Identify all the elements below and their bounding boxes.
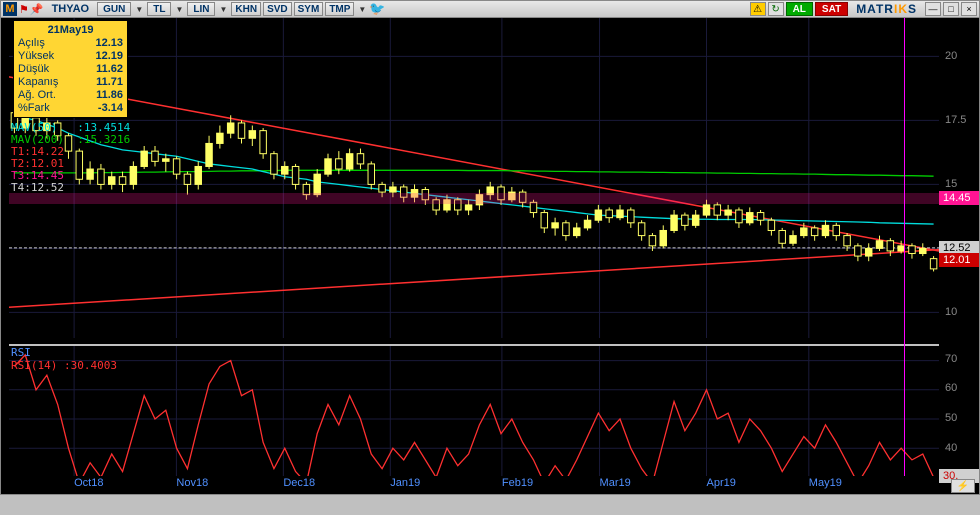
x-axis-label: May19 [809, 477, 842, 489]
rsi-value-label: RSI(14) :30.4003 [11, 359, 117, 372]
y-axis-label: 40 [945, 442, 957, 454]
y-axis-label: 10 [945, 306, 957, 318]
dropdown-arrow-icon[interactable]: ▼ [133, 5, 145, 14]
y-axis-label: 20 [945, 50, 957, 62]
x-axis-label: Dec18 [283, 477, 315, 489]
indicator-line: T4:12.52 [11, 182, 130, 194]
y-axis-label: 17.5 [945, 114, 966, 126]
toolbar-btn-svd[interactable]: SVD [263, 2, 292, 16]
price-y-axis: 1012.51517.52014.4512.5212.01 [939, 18, 979, 338]
y-axis-label: 50 [945, 412, 957, 424]
minimize-button[interactable]: — [925, 2, 941, 16]
toolbar-btn-khn[interactable]: KHN [231, 2, 261, 16]
x-axis-label: Mar19 [600, 477, 631, 489]
close-button[interactable]: × [961, 2, 977, 16]
data-row: %Fark-3.14 [18, 102, 123, 115]
chart-settings-icon[interactable]: ⚡ [951, 479, 975, 493]
toolbar-btn-sym[interactable]: SYM [294, 2, 324, 16]
price-marker: 14.45 [939, 191, 979, 205]
crosshair-vertical [904, 18, 905, 476]
app-icon: M [3, 2, 17, 16]
refresh-icon[interactable]: ↻ [768, 2, 784, 16]
toolbar: M ⚑ 📌 THYAO GUN▼TL▼LIN▼KHNSVDSYMTMP ▼ 🐦 … [0, 0, 980, 18]
price-marker: 12.01 [939, 253, 979, 267]
x-axis: Oct18 Nov18 Dec18 Jan19 Feb19 Mar19 Apr19 May19 [9, 476, 939, 494]
price-band [9, 193, 939, 205]
indicator-labels: MAV(50) :13.4514MAV(200) :15.3216T1:14.2… [11, 122, 130, 194]
data-row: Açılış12.13 [18, 37, 123, 50]
chart-container: 21May19 Açılış12.13Yüksek12.19Düşük11.62… [0, 18, 980, 495]
data-row: Ağ. Ort.11.86 [18, 89, 123, 102]
ticker-symbol: THYAO [46, 3, 96, 15]
price-chart[interactable]: 21May19 Açılış12.13Yüksek12.19Düşük11.62… [9, 18, 939, 338]
x-axis-label: Oct18 [74, 477, 103, 489]
alert-icon[interactable]: ⚠ [750, 2, 766, 16]
rsi-chart[interactable]: RSI RSI(14) :30.4003 [9, 344, 939, 492]
toolbar-btn-lin[interactable]: LIN [187, 2, 215, 16]
x-axis-label: Nov18 [176, 477, 208, 489]
x-axis-label: Jan19 [390, 477, 420, 489]
dropdown-arrow-icon[interactable]: ▼ [173, 5, 185, 14]
x-axis-label: Apr19 [707, 477, 736, 489]
toolbar-btn-tmp[interactable]: TMP [325, 2, 354, 16]
dropdown-arrow-icon[interactable]: ▼ [217, 5, 229, 14]
brand-logo: MATRIKS [850, 2, 923, 16]
x-axis-label: Feb19 [502, 477, 533, 489]
y-axis-label: 70 [945, 353, 957, 365]
toolbar-left: M ⚑ 📌 THYAO GUN▼TL▼LIN▼KHNSVDSYMTMP ▼ 🐦 [1, 2, 384, 16]
toolbar-button-group: GUN▼TL▼LIN▼KHNSVDSYMTMP [97, 2, 354, 16]
data-row: Kapanış11.71 [18, 76, 123, 89]
toolbar-btn-tl[interactable]: TL [147, 2, 171, 16]
y-axis-label: 15 [945, 178, 957, 190]
flag-icons: ⚑ 📌 [19, 3, 44, 16]
twitter-icon[interactable]: 🐦 [370, 2, 384, 16]
buy-button[interactable]: AL [786, 2, 813, 16]
data-box-date: 21May19 [18, 23, 123, 37]
maximize-button[interactable]: □ [943, 2, 959, 16]
sell-button[interactable]: SAT [815, 2, 848, 16]
dropdown-arrow-icon[interactable]: ▼ [356, 5, 368, 14]
toolbar-btn-gun[interactable]: GUN [97, 2, 131, 16]
data-row: Yüksek12.19 [18, 50, 123, 63]
toolbar-right: ⚠ ↻ AL SAT MATRIKS — □ × [750, 2, 979, 16]
rsi-title: RSI [11, 346, 117, 359]
data-row: Düşük11.62 [18, 63, 123, 76]
rsi-y-axis: 304050607030. [939, 344, 979, 492]
rsi-label: RSI RSI(14) :30.4003 [11, 346, 117, 372]
pin-icon: 📌 [30, 3, 44, 16]
flag-icon: ⚑ [19, 3, 29, 16]
ohlc-data-box: 21May19 Açılış12.13Yüksek12.19Düşük11.62… [13, 20, 128, 118]
y-axis-label: 60 [945, 382, 957, 394]
